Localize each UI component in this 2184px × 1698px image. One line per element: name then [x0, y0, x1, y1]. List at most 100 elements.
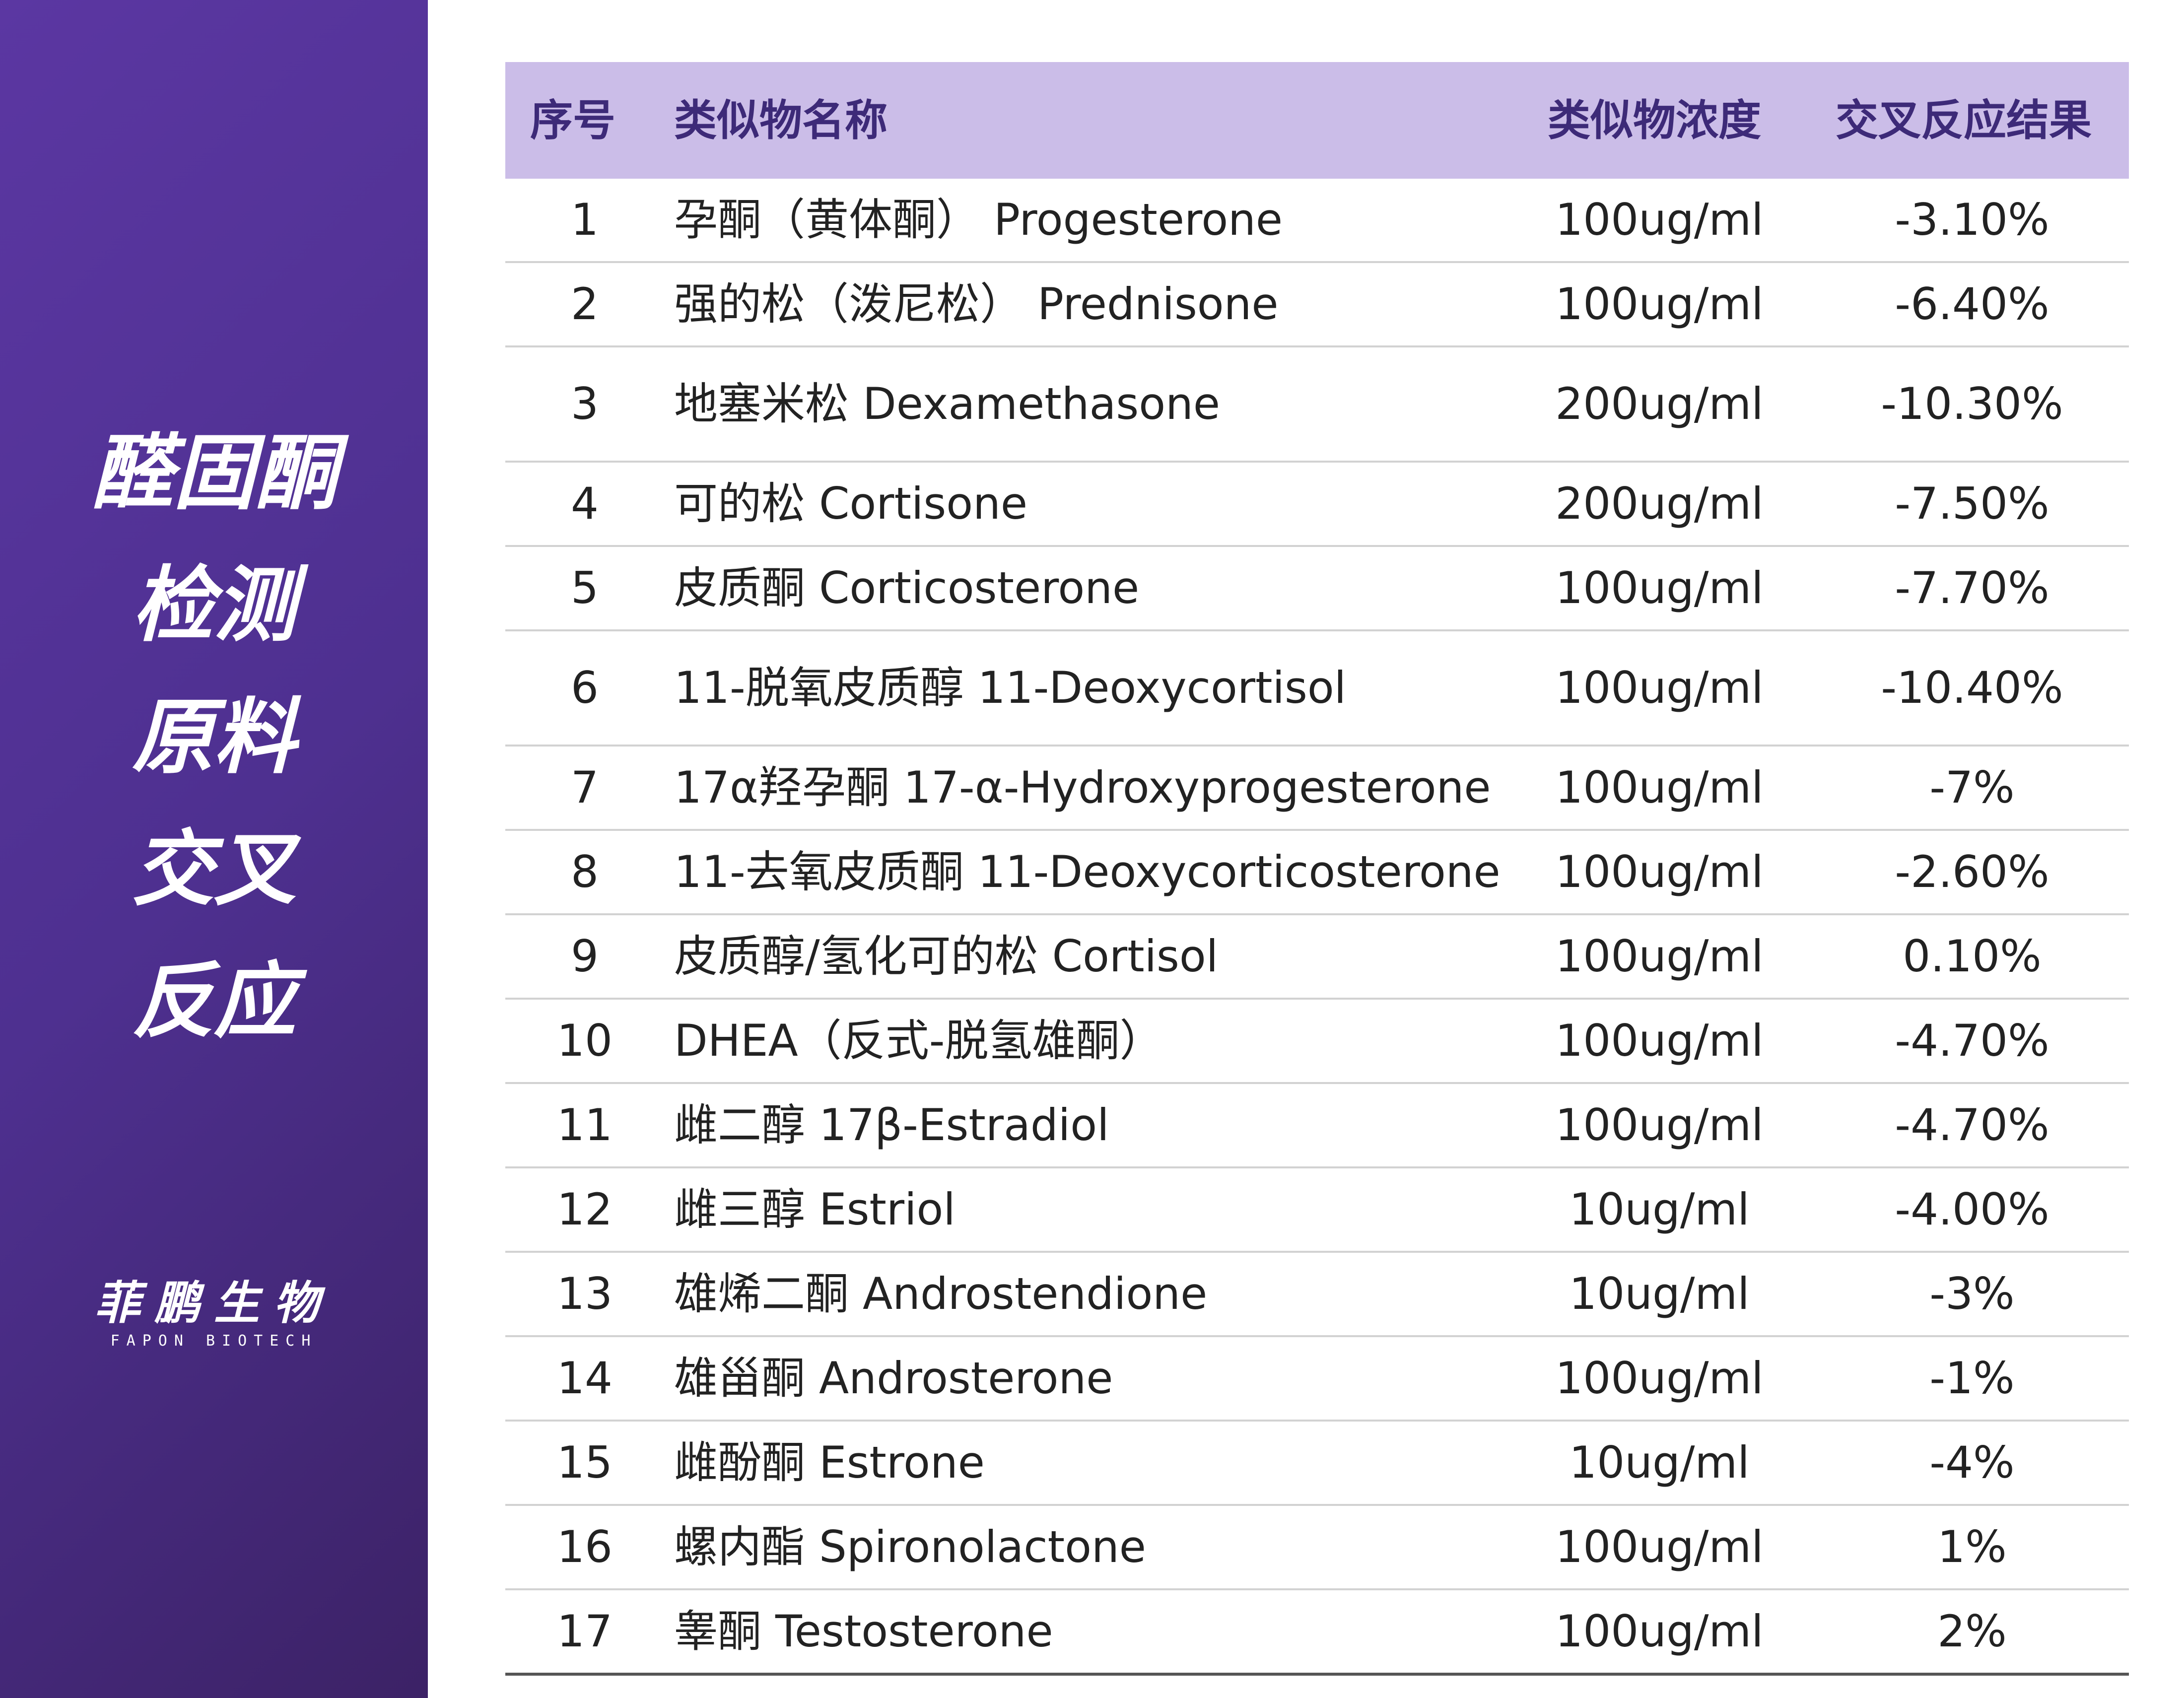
row-number: 5 — [571, 562, 599, 613]
cross-reaction-result: -7% — [1929, 762, 2015, 813]
cross-reaction-result: -4.70% — [1895, 1099, 2049, 1151]
analog-name: 强的松（泼尼松） Prednisone — [674, 278, 1279, 330]
row-number: 6 — [571, 662, 599, 713]
sidebar: 醛固酮 检测 原料 交叉 反应 菲鹏生物 FAPON BIOTECH — [0, 0, 428, 1698]
table-body: 1 孕酮（黄体酮） Progesterone 100ug/ml -3.10% 2 强的松（… — [505, 179, 2129, 1676]
table-row: 13 雄烯二酮 Androstendione 10ug/ml -3% — [505, 1253, 2129, 1337]
table-row: 15 雌酚酮 Estrone 10ug/ml -4% — [505, 1422, 2129, 1506]
row-number: 15 — [557, 1437, 613, 1488]
analog-name: 雄烯二酮 Androstendione — [674, 1268, 1208, 1319]
analog-name: DHEA（反式-脱氢雄酮） — [674, 1015, 1163, 1066]
analog-concentration: 100ug/ml — [1555, 1015, 1764, 1066]
analog-concentration: 100ug/ml — [1555, 762, 1764, 813]
row-number: 12 — [557, 1184, 613, 1235]
analog-name: 雌三醇 Estriol — [674, 1184, 956, 1235]
analog-name: 雌酚酮 Estrone — [674, 1437, 985, 1488]
table-row: 8 11-去氧皮质酮 11-Deoxycorticosterone 100ug/ml… — [505, 831, 2129, 915]
table-row: 6 11-脱氧皮质醇 11-Deoxycortisol 100ug/ml -10.40… — [505, 631, 2129, 747]
table-row: 16 螺内酯 Spironolactone 100ug/ml 1% — [505, 1506, 2129, 1590]
cross-reaction-result: -10.30% — [1881, 378, 2063, 429]
analog-name: 雄甾酮 Androsterone — [674, 1353, 1113, 1404]
table-row: 4 可的松 Cortisone 200ug/ml -7.50% — [505, 463, 2129, 547]
cross-reaction-table: 序号 类似物名称 类似物浓度 交叉反应结果 1 孕酮（黄体酮） Progester… — [505, 62, 2129, 1676]
header-no: 序号 — [530, 95, 615, 145]
row-number: 7 — [571, 762, 599, 813]
cross-reaction-result: -7.50% — [1895, 478, 2049, 529]
company-logo: 菲鹏生物 FAPON BIOTECH — [0, 1276, 428, 1350]
logo-english: FAPON BIOTECH — [110, 1332, 318, 1350]
analog-name: 皮质醇/氢化可的松 Cortisol — [674, 931, 1219, 982]
row-number: 4 — [571, 478, 599, 529]
analog-concentration: 100ug/ml — [1555, 662, 1764, 713]
analog-concentration: 100ug/ml — [1555, 931, 1764, 982]
analog-name: 地塞米松 Dexamethasone — [674, 378, 1221, 429]
analog-name: 可的松 Cortisone — [674, 478, 1027, 529]
cross-reaction-result: -4.70% — [1895, 1015, 2049, 1066]
row-number: 17 — [557, 1606, 613, 1657]
analog-concentration: 200ug/ml — [1555, 378, 1764, 429]
analog-concentration: 100ug/ml — [1555, 1521, 1764, 1572]
table-row: 7 17α羟孕酮 17-α-Hydroxyprogesterone 100ug/ml… — [505, 747, 2129, 831]
analog-concentration: 100ug/ml — [1555, 194, 1764, 245]
header-concentration: 类似物浓度 — [1548, 95, 1761, 145]
title-line: 原料 — [132, 689, 296, 785]
header-name: 类似物名称 — [674, 95, 887, 145]
row-number: 11 — [557, 1099, 613, 1151]
table-row: 2 强的松（泼尼松） Prednisone 100ug/ml -6.40% — [505, 263, 2129, 347]
table-row: 9 皮质醇/氢化可的松 Cortisol 100ug/ml 0.10% — [505, 915, 2129, 1000]
table-row: 5 皮质酮 Corticosterone 100ug/ml -7.70% — [505, 547, 2129, 631]
table-row: 12 雌三醇 Estriol 10ug/ml -4.00% — [505, 1168, 2129, 1253]
title-line: 反应 — [132, 953, 296, 1049]
cross-reaction-result: -7.70% — [1895, 562, 2049, 613]
row-number: 16 — [557, 1521, 613, 1572]
cross-reaction-result: -6.40% — [1895, 278, 2049, 330]
row-number: 9 — [571, 931, 599, 982]
table-row: 3 地塞米松 Dexamethasone 200ug/ml -10.30% — [505, 347, 2129, 463]
row-number: 8 — [571, 846, 599, 897]
analog-concentration: 100ug/ml — [1555, 1099, 1764, 1151]
analog-concentration: 10ug/ml — [1569, 1268, 1750, 1319]
title-line: 醛固酮 — [91, 425, 337, 521]
row-number: 1 — [571, 194, 599, 245]
row-number: 3 — [571, 378, 599, 429]
title-line: 检测 — [132, 557, 296, 653]
cross-reaction-result: 2% — [1937, 1606, 2007, 1657]
analog-concentration: 100ug/ml — [1555, 278, 1764, 330]
analog-concentration: 100ug/ml — [1555, 562, 1764, 613]
cross-reaction-result: -3.10% — [1895, 194, 2049, 245]
cross-reaction-result: -4% — [1929, 1437, 2015, 1488]
analog-concentration: 10ug/ml — [1569, 1437, 1750, 1488]
cross-reaction-result: -4.00% — [1895, 1184, 2049, 1235]
cross-reaction-result: 0.10% — [1903, 931, 2042, 982]
cross-reaction-result: -2.60% — [1895, 846, 2049, 897]
row-number: 10 — [557, 1015, 613, 1066]
row-number: 2 — [571, 278, 599, 330]
cross-reaction-result: -10.40% — [1881, 662, 2063, 713]
cross-reaction-result: -3% — [1929, 1268, 2015, 1319]
row-number: 14 — [557, 1353, 613, 1404]
row-number: 13 — [557, 1268, 613, 1319]
table-row: 10 DHEA（反式-脱氢雄酮） 100ug/ml -4.70% — [505, 1000, 2129, 1084]
analog-concentration: 100ug/ml — [1555, 1353, 1764, 1404]
analog-name: 雌二醇 17β-Estradiol — [674, 1099, 1109, 1151]
analog-concentration: 100ug/ml — [1555, 846, 1764, 897]
header-result: 交叉反应结果 — [1836, 95, 2092, 145]
analog-concentration: 200ug/ml — [1555, 478, 1764, 529]
analog-name: 11-去氧皮质酮 11-Deoxycorticosterone — [674, 846, 1501, 897]
page-title: 醛固酮 检测 原料 交叉 反应 — [0, 407, 428, 1067]
table-row: 1 孕酮（黄体酮） Progesterone 100ug/ml -3.10% — [505, 179, 2129, 263]
analog-name: 孕酮（黄体酮） Progesterone — [674, 194, 1283, 245]
analog-name: 睾酮 Testosterone — [674, 1606, 1053, 1657]
analog-name: 11-脱氧皮质醇 11-Deoxycortisol — [674, 662, 1347, 713]
cross-reaction-result: -1% — [1929, 1353, 2015, 1404]
logo-chinese: 菲鹏生物 — [94, 1276, 333, 1330]
analog-name: 17α羟孕酮 17-α-Hydroxyprogesterone — [674, 762, 1491, 813]
analog-concentration: 10ug/ml — [1569, 1184, 1750, 1235]
table-row: 14 雄甾酮 Androsterone 100ug/ml -1% — [505, 1337, 2129, 1422]
analog-name: 螺内酯 Spironolactone — [674, 1521, 1146, 1572]
table-row: 17 睾酮 Testosterone 100ug/ml 2% — [505, 1590, 2129, 1676]
cross-reaction-result: 1% — [1937, 1521, 2007, 1572]
analog-name: 皮质酮 Corticosterone — [674, 562, 1140, 613]
table-row: 11 雌二醇 17β-Estradiol 100ug/ml -4.70% — [505, 1084, 2129, 1168]
title-line: 交叉 — [132, 821, 296, 917]
